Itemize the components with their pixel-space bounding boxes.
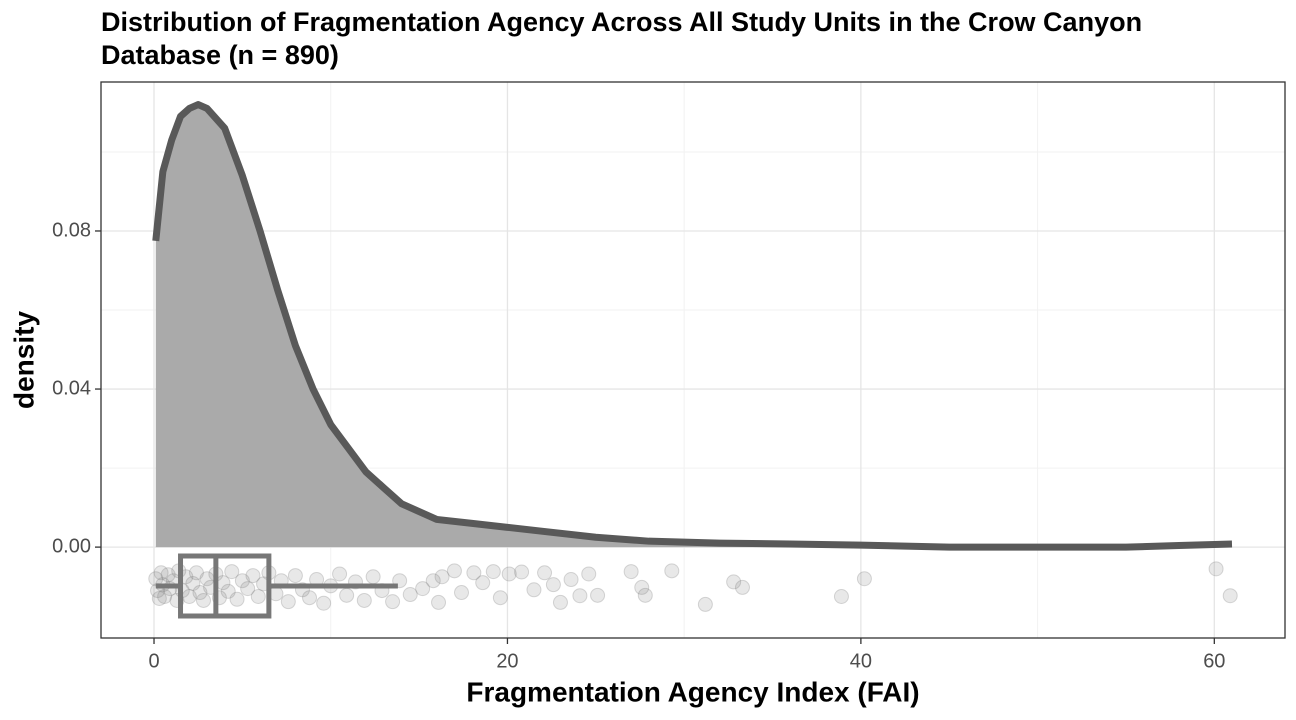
data-point — [192, 585, 208, 601]
x-tick-label: 40 — [850, 650, 872, 672]
data-point — [385, 594, 401, 610]
data-point — [339, 587, 355, 603]
data-point — [475, 575, 491, 591]
data-point — [1222, 588, 1238, 604]
data-point — [526, 582, 542, 598]
data-point — [501, 566, 517, 582]
panel-border — [100, 81, 1286, 639]
data-point — [356, 592, 372, 608]
y-tick-label: 0.04 — [52, 377, 91, 399]
data-point — [697, 596, 713, 612]
data-point — [220, 583, 236, 599]
density-line — [152, 101, 1233, 551]
data-point — [415, 581, 431, 597]
x-tick-label: 0 — [148, 650, 159, 672]
x-tick-label: 60 — [1203, 650, 1225, 672]
data-point — [195, 592, 211, 608]
chart-title: Distribution of Fragmentation Agency Acr… — [101, 7, 1143, 70]
data-point — [240, 581, 256, 597]
data-point — [332, 566, 348, 582]
data-point — [151, 590, 167, 606]
y-axis-label: density — [8, 311, 39, 409]
data-point — [188, 565, 204, 581]
data-point — [623, 564, 639, 580]
data-point — [160, 567, 176, 583]
data-point — [224, 564, 240, 580]
data-point — [485, 564, 501, 580]
data-point — [454, 585, 470, 601]
data-point — [245, 568, 261, 584]
data-point — [726, 574, 742, 590]
data-point — [446, 563, 462, 579]
data-point — [637, 587, 653, 603]
data-point — [537, 565, 553, 581]
data-point — [365, 569, 381, 585]
box — [178, 553, 272, 619]
data-point — [229, 591, 245, 607]
data-point — [287, 568, 303, 584]
data-point — [581, 566, 597, 582]
data-point — [280, 594, 296, 610]
data-point — [856, 571, 872, 587]
data-point — [514, 564, 530, 580]
data-point — [590, 587, 606, 603]
data-point — [431, 594, 447, 610]
density-area — [155, 104, 1232, 548]
data-point — [302, 590, 318, 606]
data-point — [833, 589, 849, 605]
x-tick-label: 20 — [496, 650, 518, 672]
data-point — [316, 595, 332, 611]
data-point — [492, 590, 508, 606]
data-point — [1208, 561, 1224, 577]
y-tick-label: 0.00 — [52, 535, 91, 557]
y-tick-label: 0.08 — [52, 219, 91, 241]
data-point — [250, 589, 266, 605]
data-point — [734, 579, 750, 595]
data-point — [157, 589, 173, 605]
data-point — [434, 569, 450, 585]
data-point — [185, 575, 201, 591]
data-point — [466, 565, 482, 581]
data-point — [402, 587, 418, 603]
x-axis-label: Fragmentation Agency Index (FAI) — [466, 676, 919, 707]
data-point — [552, 594, 568, 610]
data-point — [634, 579, 650, 595]
data-point — [153, 565, 169, 581]
data-point — [563, 572, 579, 588]
data-point — [234, 573, 250, 589]
data-point — [572, 588, 588, 604]
data-point — [425, 573, 441, 589]
data-point — [664, 563, 680, 579]
data-point — [545, 577, 561, 593]
